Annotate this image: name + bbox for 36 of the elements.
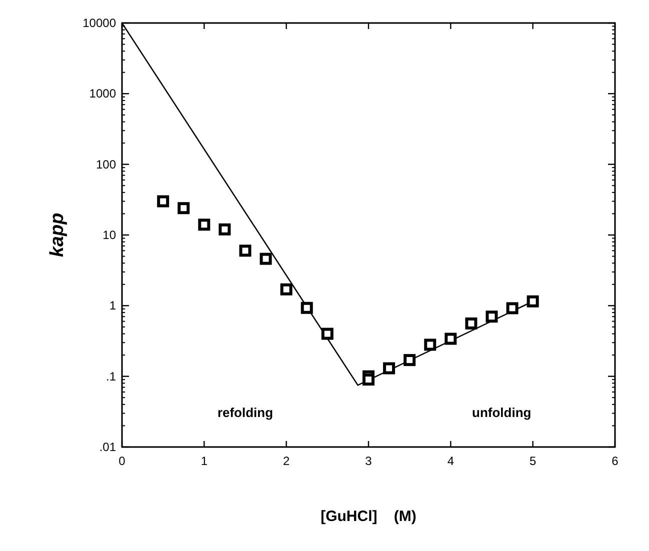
- point: [465, 317, 478, 330]
- x-tick-label: 1: [200, 454, 208, 468]
- point: [424, 338, 436, 351]
- point: [239, 244, 252, 257]
- point: [404, 354, 416, 366]
- point: [321, 328, 334, 340]
- y-tick-label: 1000: [89, 86, 116, 101]
- x-tick-label: 6: [612, 454, 619, 468]
- point: [280, 283, 292, 296]
- point: [444, 332, 457, 345]
- y-tick-label: 10000: [82, 16, 116, 30]
- y-tick-label: 10: [102, 228, 116, 242]
- point: [383, 362, 396, 374]
- y-tick-label: .1: [106, 369, 116, 384]
- point: [260, 252, 272, 265]
- x-tick-label: 4: [447, 454, 454, 468]
- point: [486, 310, 498, 323]
- point: [300, 302, 313, 314]
- y-tick-label: 100: [96, 157, 116, 172]
- point: [506, 302, 518, 314]
- point: [218, 223, 231, 236]
- y-tick-label: 1: [109, 298, 116, 313]
- x-tick-label: 2: [282, 454, 290, 468]
- y-tick-label: .01: [99, 440, 116, 454]
- annotation: unfolding: [472, 405, 532, 420]
- x-tick-label: 3: [365, 454, 372, 468]
- x-tick-label: 5: [529, 454, 536, 468]
- point: [157, 195, 170, 208]
- point: [198, 218, 210, 231]
- y-axis-title: kapp: [47, 212, 68, 258]
- point: [178, 202, 190, 214]
- x-tick-label: 0: [118, 454, 126, 468]
- x-axis-title: [GuHCl] (M): [320, 508, 416, 525]
- point: [362, 374, 374, 386]
- annotation: refolding: [217, 405, 274, 420]
- point: [526, 295, 539, 308]
